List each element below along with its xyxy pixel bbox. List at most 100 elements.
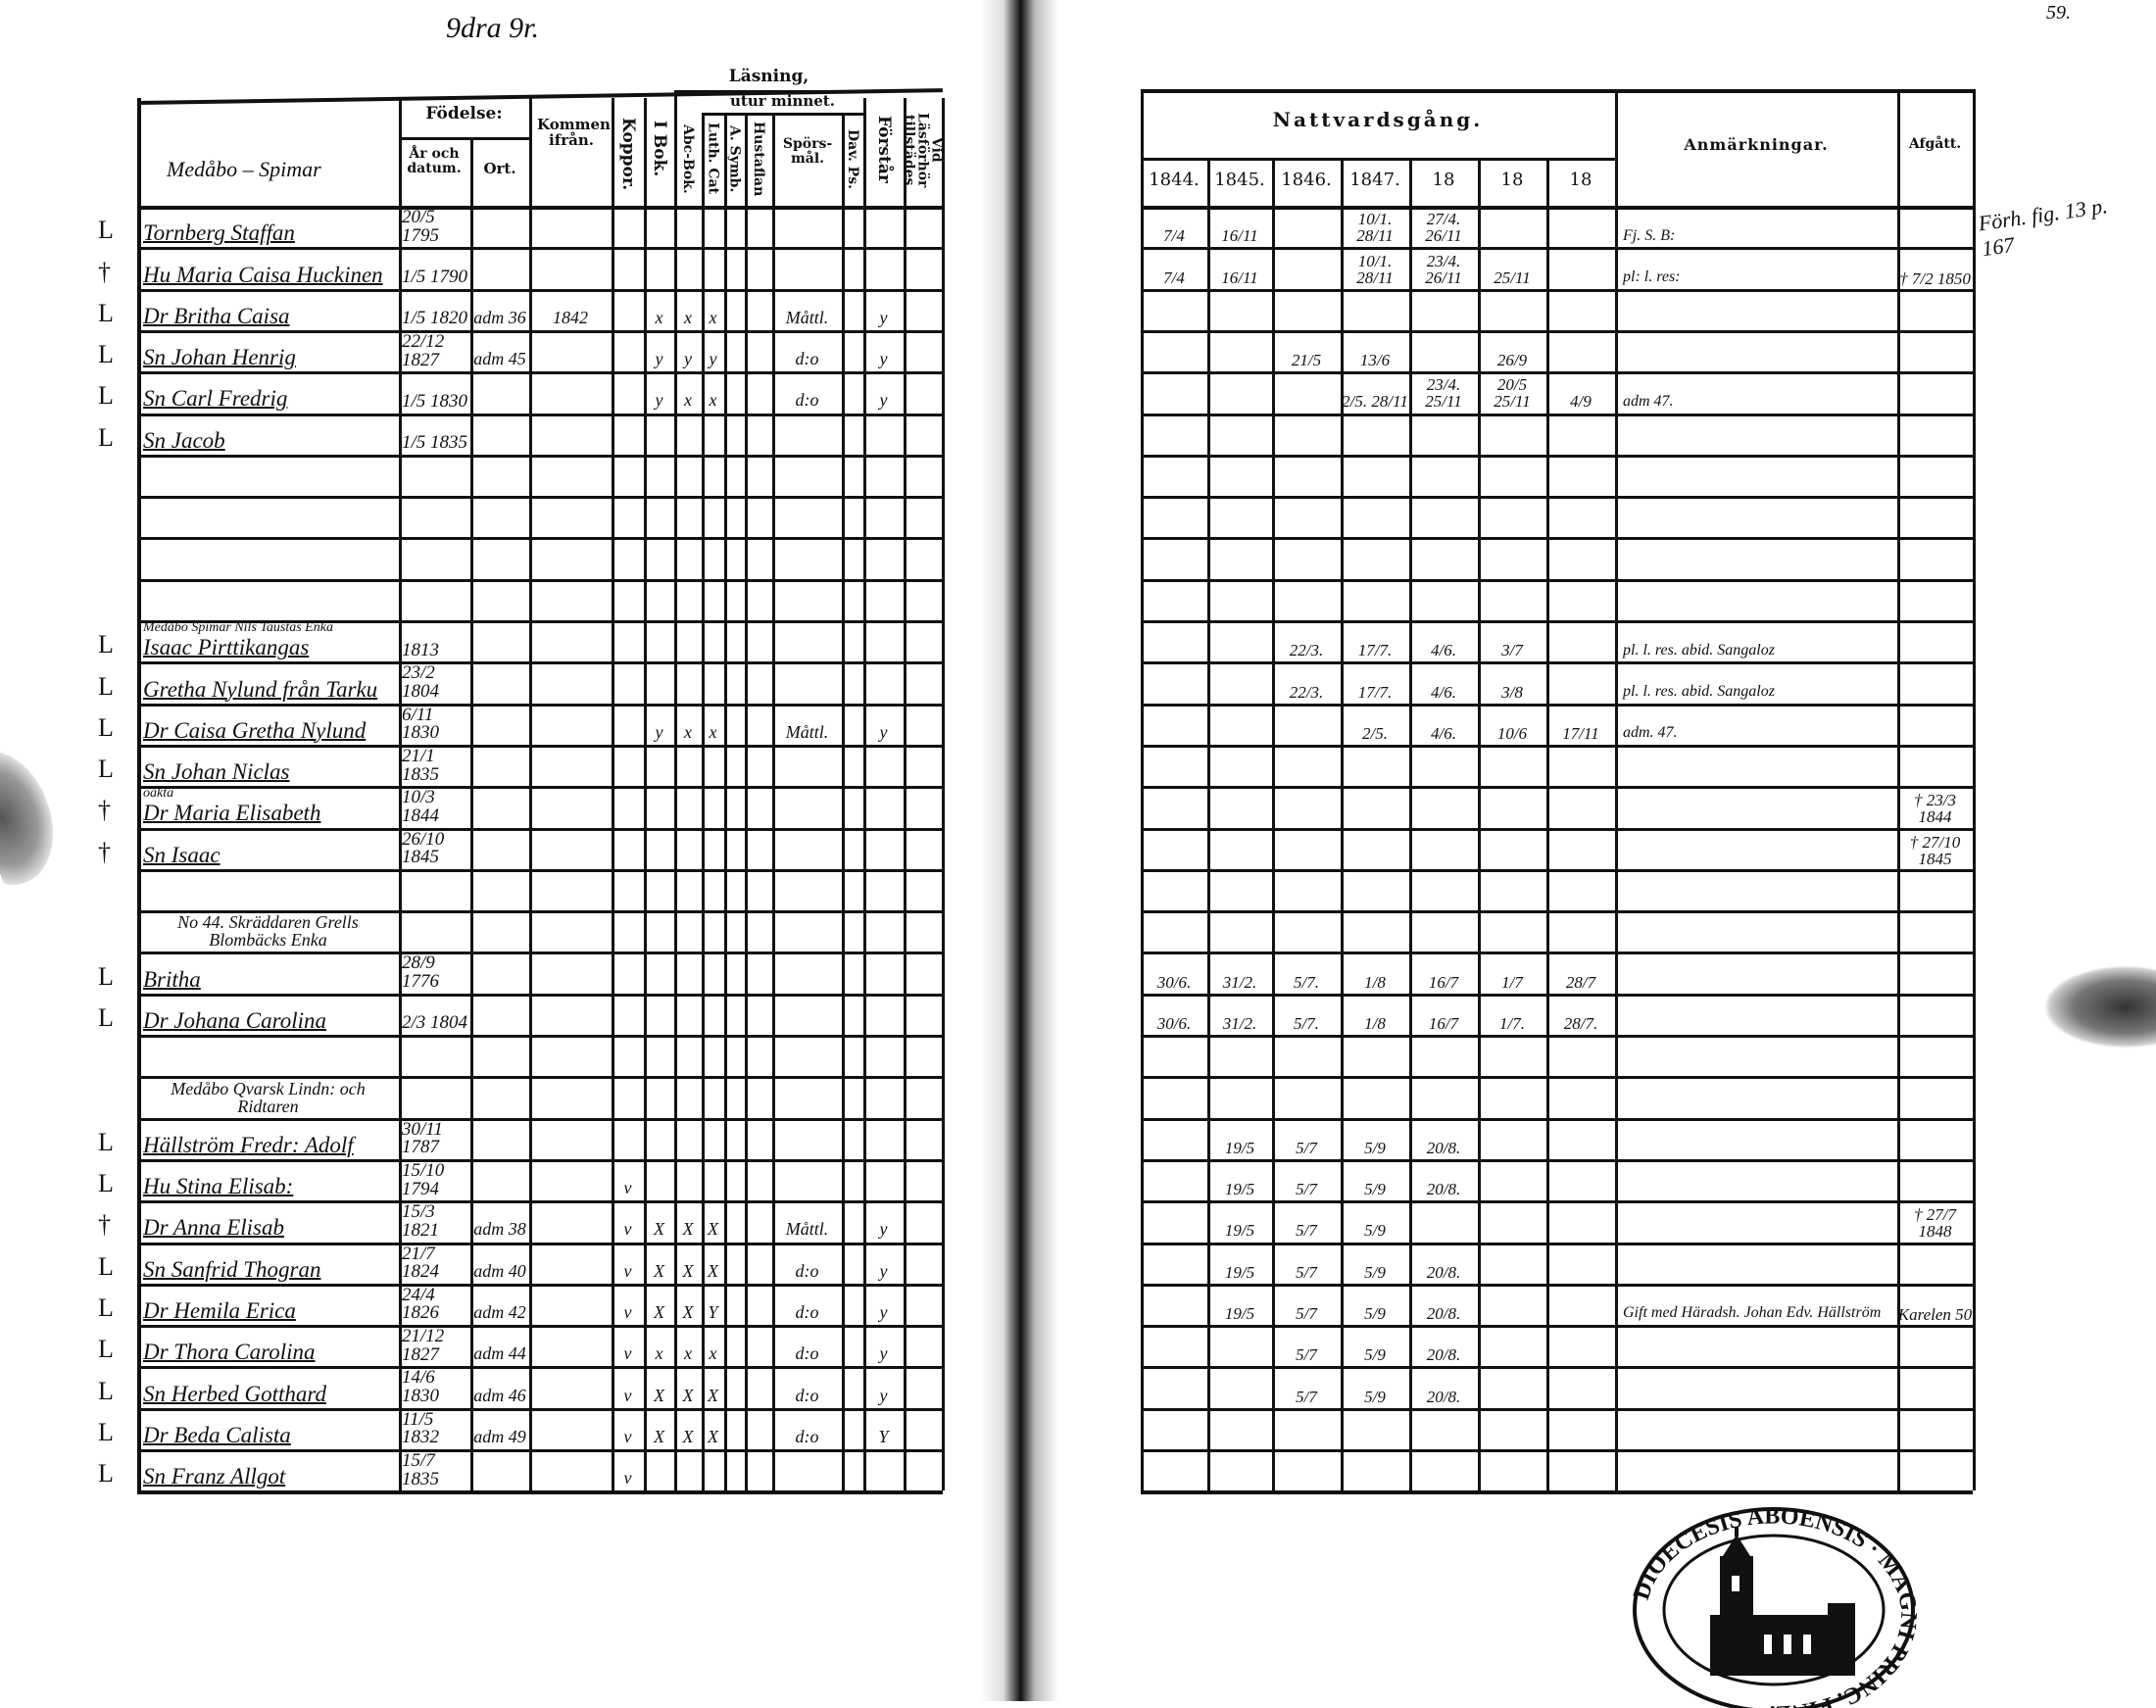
communion-date: 16/7 (1428, 972, 1459, 992)
birth-date: 24/4 1826 (402, 1284, 439, 1324)
row-status-mark: L (98, 381, 114, 411)
left-column-rule (942, 98, 945, 1491)
birth-date: 1/5 1835 (402, 432, 468, 454)
communion-date: 10/6 (1496, 723, 1528, 743)
row-status-mark: L (98, 1417, 114, 1446)
right-margin-note: Förh. fig. 13 p. 167 (1977, 193, 2110, 262)
reading-luth-cat: Y (708, 1302, 718, 1323)
birth-date: 11/5 1832 (402, 1408, 439, 1448)
left-column-rule (612, 98, 614, 1491)
communion-date: 2/5. (1362, 723, 1388, 743)
reading-koppor: v (623, 1260, 632, 1281)
right-column-rule (1478, 158, 1481, 1491)
left-column-rule (842, 113, 845, 1491)
header-vid-lasforhor: Vid Läsförhör tillstädes (901, 112, 945, 188)
birth-date: 28/9 1776 (402, 952, 439, 993)
birth-date: 26/10 1845 (402, 828, 445, 868)
birth-date: 21/1 1835 (402, 745, 439, 785)
left-row-rule (137, 744, 943, 748)
birth-place: adm 49 (473, 1426, 526, 1446)
person-name: Sn Sanfrid Thogran (143, 1256, 321, 1282)
communion-date: 25/11 (1494, 268, 1531, 287)
birth-date: 20/5 1795 (402, 207, 439, 246)
communion-date: 19/5 (1224, 1304, 1255, 1324)
right-row-rule (1141, 1490, 1973, 1495)
left-column-rule (529, 98, 532, 1491)
person-name: Tornberg Staffan (143, 220, 295, 246)
communion-date: 5/7 (1296, 1387, 1317, 1406)
header-year: 18 (1569, 170, 1592, 190)
reading-abc-bok: X (682, 1385, 694, 1405)
left-column-rule (399, 98, 402, 1491)
left-column-rule (745, 113, 748, 1491)
row-status-mark: L (98, 961, 114, 991)
right-row-rule (1141, 371, 1973, 375)
header-i-bok: I Bok. (650, 121, 669, 177)
row-status-mark: L (98, 216, 114, 245)
header-hustaflan: Hustaflan (751, 121, 766, 197)
row-status-mark: L (98, 630, 114, 659)
birth-place: adm 46 (473, 1385, 526, 1405)
right-row-rule (1141, 868, 1973, 872)
person-name: Sn Franz Allgot (143, 1464, 286, 1489)
reading-sporsmal: Måttl. (785, 307, 829, 327)
birth-place: adm 42 (473, 1302, 526, 1323)
reading-abc-bok: X (682, 1219, 694, 1240)
row-status-mark: L (98, 1127, 114, 1156)
birth-date: 10/3 1844 (402, 787, 439, 826)
person-name: Hu Maria Caisa Huckinen (143, 262, 383, 287)
left-row-rule (137, 371, 943, 375)
birth-date: 21/12 1827 (402, 1326, 445, 1365)
right-row-rule (1141, 1407, 1973, 1411)
reading-abc-bok: x (684, 307, 692, 327)
header-dav: Dav. Ps. (845, 128, 860, 189)
communion-date: 20/8. (1426, 1345, 1461, 1365)
left-row-rule (137, 1283, 943, 1287)
birth-place: adm 36 (473, 307, 526, 327)
header-year: 1845. (1214, 170, 1265, 190)
row-status-mark: L (98, 1251, 114, 1281)
departure: Karelen 50 (1897, 1305, 1973, 1325)
communion-date: 19/5 (1224, 1180, 1255, 1199)
communion-date: 10/1. 28/11 (1356, 210, 1394, 246)
left-row-rule (137, 993, 943, 997)
nattvard-rule (1141, 158, 1615, 161)
birth-place: adm 40 (473, 1260, 526, 1281)
row-status-mark: L (98, 755, 114, 784)
row-status-mark: L (98, 1002, 114, 1032)
reading-koppor: v (623, 1385, 632, 1405)
arrived-from: 1842 (553, 307, 588, 327)
lasning-rule (674, 90, 863, 93)
reading-i-bok: y (655, 721, 663, 742)
right-column-rule (1973, 89, 1976, 1491)
reading-i-bok: y (655, 349, 663, 369)
reading-luth-cat: x (709, 721, 717, 742)
communion-date: 31/2. (1222, 972, 1257, 992)
right-column-rule (1207, 158, 1210, 1491)
communion-date: 13/6 (1359, 351, 1391, 370)
reading-abc-bok: X (682, 1426, 694, 1446)
reading-forstar: y (879, 1260, 888, 1281)
person-name: Dr Beda Calista (143, 1422, 291, 1447)
person-name: Dr Hemila Erica (143, 1298, 296, 1324)
communion-date: 31/2. (1222, 1013, 1257, 1033)
communion-date: 17/7. (1357, 682, 1393, 702)
communion-date: 22/3. (1289, 641, 1324, 660)
person-name: Hällström Fredr: Adolf (143, 1132, 354, 1157)
birth-date: 1/5 1820 (402, 308, 468, 329)
reading-forstar: y (879, 390, 888, 411)
row-status-mark: L (98, 712, 114, 742)
right-row-rule (1141, 620, 1973, 623)
reading-i-bok: x (655, 307, 663, 327)
reading-luth-cat: X (708, 1219, 718, 1240)
reading-sporsmal: Måttl. (785, 1219, 829, 1240)
reading-forstar: y (879, 1219, 888, 1240)
right-row-rule (1141, 1158, 1973, 1162)
diocese-seal: DIOECESIS ABOENSIS · MAGNI PRINC. FINL. (1629, 1503, 1921, 1708)
departure: † 23/3 1844 (1914, 791, 1956, 827)
header-koppor: Koppor. (618, 117, 638, 191)
binding-clip-left (0, 737, 71, 890)
birth-date: 1813 (402, 639, 439, 660)
right-column-rule (1141, 89, 1144, 1491)
communion-date: 5/7. (1294, 972, 1319, 992)
